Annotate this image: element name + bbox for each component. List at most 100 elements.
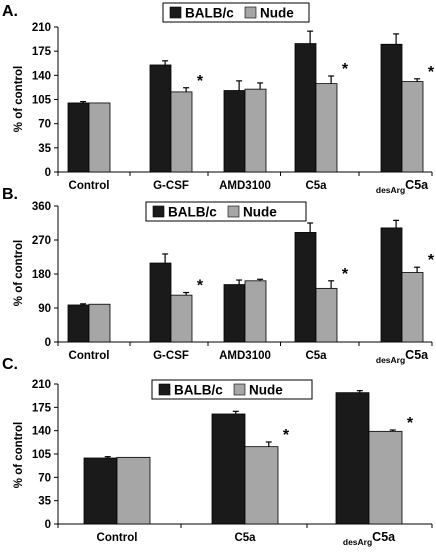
significance-marker: * [428, 64, 435, 81]
x-tick-label: Control [97, 532, 138, 544]
legend-swatch-nude [227, 205, 240, 218]
y-tick-label: 140 [32, 426, 51, 438]
significance-marker: * [428, 252, 435, 269]
x-tick-label: C5a [305, 180, 327, 192]
bar-nude [401, 81, 424, 173]
x-tick-label-subscript: desArg [376, 355, 405, 365]
x-tick-label: desArgC5a [376, 348, 429, 365]
legend-label-nude: Nude [243, 205, 277, 220]
legend-label-balb: BALB/c [174, 383, 223, 398]
legend-box [162, 2, 310, 23]
x-tick-label: Control [69, 180, 110, 192]
x-tick-label: desArgC5a [376, 178, 429, 195]
legend-label-nude: Nude [249, 383, 283, 398]
bar-nude [244, 446, 279, 525]
chart-panel-1: A. BALB/c Nude % of control 0 35 70 105 140 175 21… [2, 2, 435, 195]
chart-panel-2: B. BALB/c Nude % of control 0 90 180 270 360 Cont… [2, 186, 435, 365]
x-tick-label-main: C5a [372, 530, 396, 544]
panel-label: C. [2, 356, 18, 373]
bar-balb [211, 413, 246, 525]
bar-balb [223, 90, 246, 173]
bar-nude [368, 430, 403, 525]
panel-label: B. [2, 186, 18, 203]
bar-balb [83, 457, 118, 525]
bar-nude [170, 294, 193, 343]
bar-balb [67, 102, 90, 173]
x-tick-label-main: C5a [405, 178, 429, 192]
legend-label-balb: BALB/c [185, 6, 234, 21]
bar-nude [315, 83, 338, 173]
y-tick-label: 0 [45, 337, 51, 349]
y-tick-label: 70 [38, 119, 51, 131]
legend-swatch-balb [158, 383, 171, 396]
y-tick-label: 175 [32, 46, 52, 58]
y-axis-label: % of control [13, 422, 25, 488]
significance-marker: * [407, 415, 414, 432]
y-tick-label: 105 [32, 449, 52, 461]
y-tick-label: 35 [38, 496, 51, 508]
legend-swatch-nude [233, 383, 246, 396]
bar-balb [67, 304, 90, 343]
y-tick-label: 90 [38, 303, 51, 315]
bar-nude [170, 91, 193, 173]
significance-marker: * [197, 73, 204, 90]
legend-box [151, 379, 313, 400]
x-tick-label: C5a [305, 350, 327, 362]
y-tick-label: 0 [45, 519, 51, 531]
significance-marker: * [342, 61, 349, 78]
y-axis-label: % of control [13, 240, 25, 306]
legend-swatch-balb [152, 205, 165, 218]
bar-nude [244, 280, 267, 343]
bar-balb [335, 392, 370, 525]
bar-nude [116, 456, 151, 525]
x-tick-label-subscript: desArg [376, 185, 405, 195]
legend-swatch-nude [244, 6, 257, 19]
x-tick-label: AMD3100 [219, 180, 271, 192]
bar-nude [88, 102, 111, 173]
legend: BALB/c Nude [151, 379, 313, 400]
bar-balb [294, 232, 317, 343]
legend-swatch-balb [169, 6, 182, 19]
y-tick-label: 70 [38, 472, 51, 484]
x-tick-label: AMD3100 [219, 350, 271, 362]
y-tick-label: 180 [32, 269, 51, 281]
bar-nude [401, 272, 424, 343]
bar-balb [294, 43, 317, 173]
x-tick-label: G-CSF [153, 180, 189, 192]
significance-marker: * [197, 278, 204, 295]
significance-marker: * [283, 427, 290, 444]
bar-balb [149, 262, 172, 343]
bar-balb [380, 227, 403, 343]
bar-nude [315, 287, 338, 343]
legend-box [145, 201, 307, 222]
legend: BALB/c Nude [145, 201, 307, 222]
significance-marker: * [342, 266, 349, 283]
chart-panel-3: C. BALB/c Nude % of control 0 35 70 105 140 175 21… [2, 356, 433, 547]
panel-label: A. [2, 3, 18, 20]
x-tick-label-main: C5a [405, 348, 429, 362]
y-tick-label: 210 [32, 22, 51, 34]
legend-label-balb: BALB/c [168, 205, 217, 220]
y-tick-label: 0 [45, 167, 51, 179]
legend-label-nude: Nude [260, 6, 294, 21]
y-tick-label: 360 [32, 201, 51, 213]
bar-nude [88, 303, 111, 343]
bar-balb [223, 284, 246, 343]
y-tick-label: 175 [32, 402, 52, 414]
x-tick-label: G-CSF [153, 350, 189, 362]
y-tick-label: 270 [32, 235, 51, 247]
y-tick-label: 210 [32, 379, 51, 391]
y-tick-label: 140 [32, 70, 51, 82]
y-tick-label: 105 [32, 95, 52, 107]
bar-balb [149, 64, 172, 173]
legend: BALB/c Nude [162, 2, 310, 23]
x-tick-label: Control [69, 350, 110, 362]
x-tick-label-subscript: desArg [343, 537, 372, 547]
y-axis-label: % of control [13, 66, 25, 132]
bar-nude [244, 88, 267, 173]
bar-balb [380, 43, 403, 173]
x-tick-label: desArgC5a [343, 530, 396, 547]
x-tick-label: C5a [234, 532, 256, 544]
y-tick-label: 35 [38, 143, 51, 155]
